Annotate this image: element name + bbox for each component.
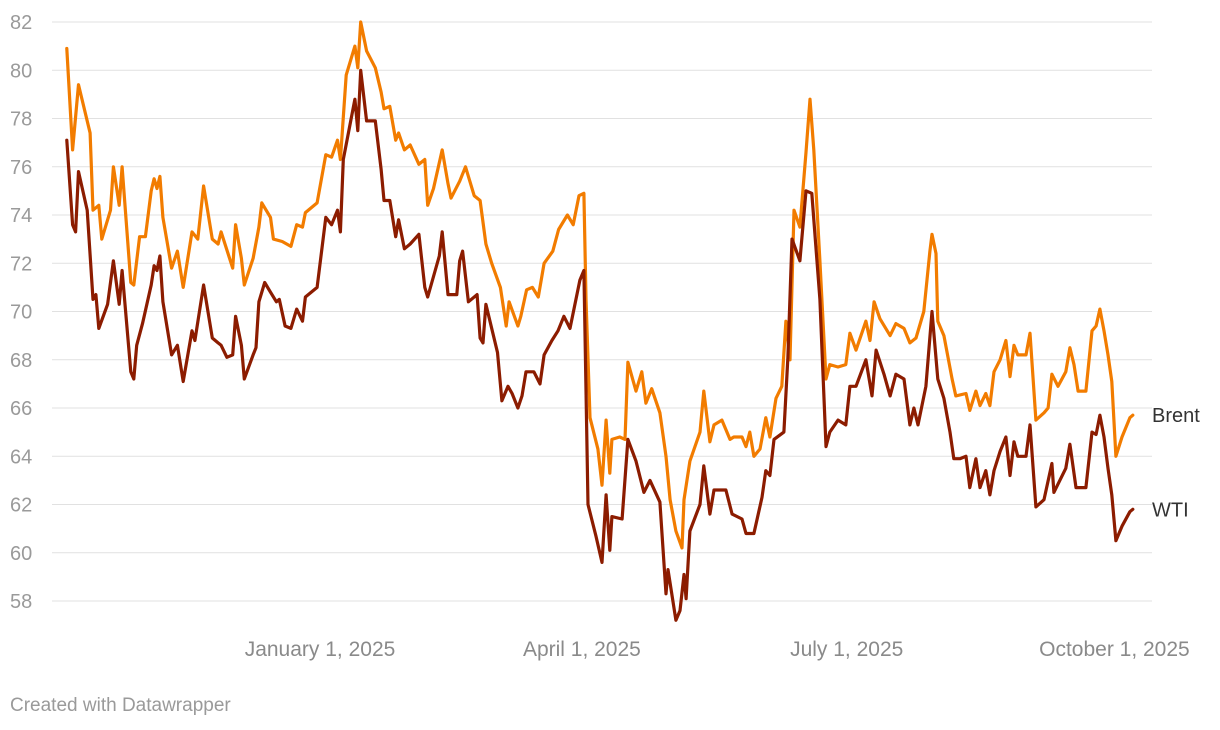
- y-tick-label: 82: [10, 12, 32, 34]
- y-tick-label: 62: [10, 495, 32, 517]
- footer-credit: Created with Datawrapper: [10, 695, 231, 716]
- y-tick-label: 74: [10, 205, 32, 227]
- y-tick-label: 78: [10, 109, 32, 131]
- series-labels: Brent WTI: [1152, 405, 1200, 521]
- gridlines: [52, 21, 1152, 602]
- y-tick-label: 68: [10, 350, 32, 372]
- y-tick-label: 66: [10, 398, 32, 420]
- y-tick-label: 76: [10, 157, 32, 179]
- y-tick-label: 64: [10, 446, 32, 468]
- y-tick-label: 70: [10, 302, 32, 324]
- series-label-brent: Brent: [1152, 405, 1200, 427]
- series-lines: [65, 20, 1135, 622]
- series-line-brent: [65, 20, 1135, 550]
- y-tick-label: 72: [10, 253, 32, 275]
- x-tick-label: October 1, 2025: [1039, 638, 1190, 661]
- y-tick-label: 58: [10, 591, 32, 613]
- y-tick-label: 60: [10, 543, 32, 565]
- y-tick-label: 80: [10, 60, 32, 82]
- x-tick-label: April 1, 2025: [523, 638, 641, 661]
- series-line-wti: [65, 68, 1135, 622]
- x-tick-label: January 1, 2025: [245, 638, 396, 661]
- x-axis-ticks: January 1, 2025 April 1, 2025 July 1, 2025…: [245, 638, 1190, 661]
- y-axis-ticks: 58 60 62 64 66 68 70 72 74 76 78 80 82: [10, 12, 32, 613]
- series-label-wti: WTI: [1152, 499, 1189, 521]
- x-tick-label: July 1, 2025: [790, 638, 903, 661]
